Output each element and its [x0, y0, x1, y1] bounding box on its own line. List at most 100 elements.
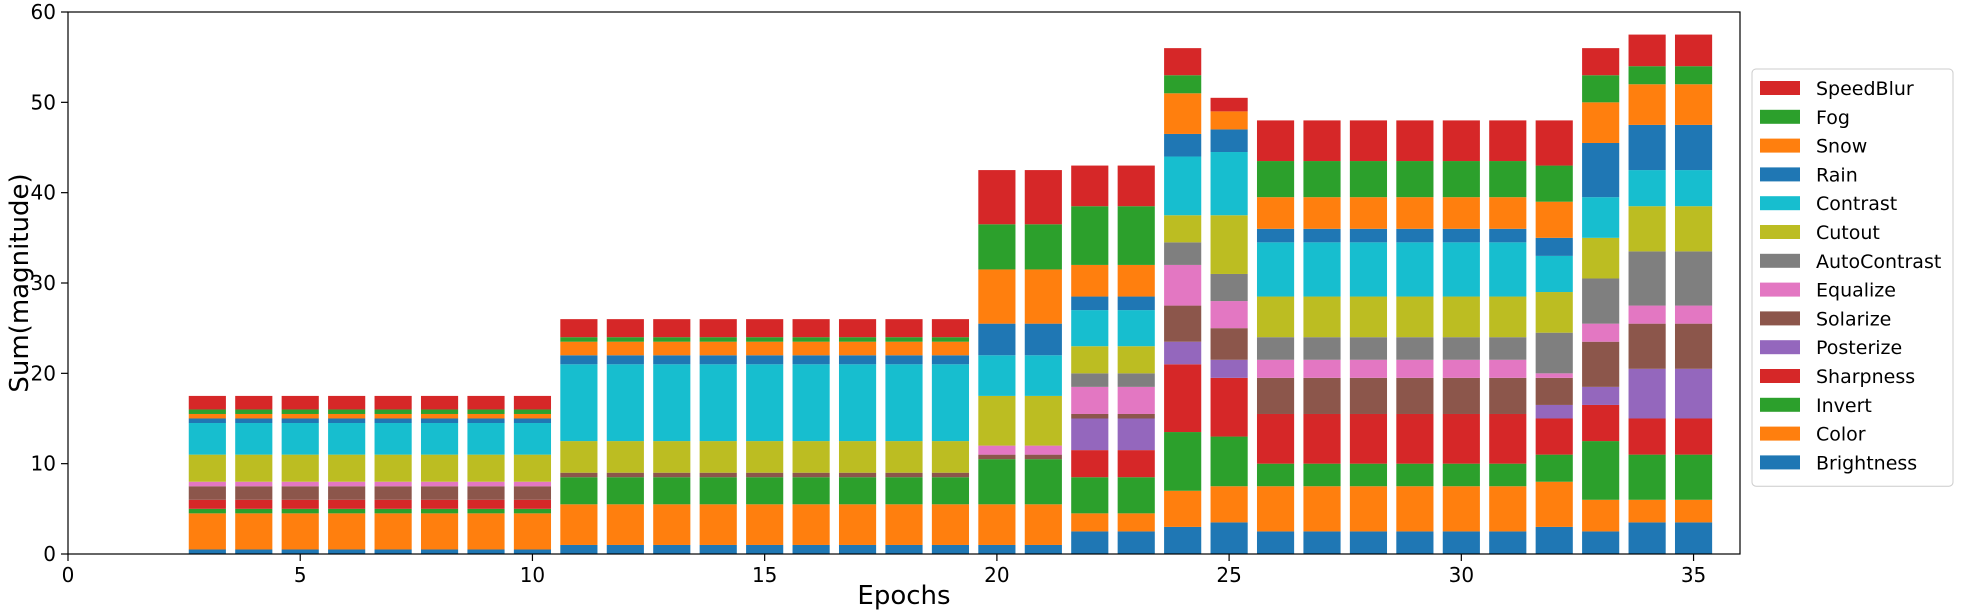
bar-segment-equalize-epoch-4	[235, 481, 273, 487]
bar-segment-invert-epoch-6	[328, 508, 366, 514]
bar-segment-invert-epoch-30	[1442, 463, 1480, 487]
bar-segment-brightness-epoch-29	[1396, 531, 1434, 554]
bar-segment-equalize-epoch-23	[1117, 386, 1155, 414]
legend-swatch-autocontrast	[1760, 253, 1800, 268]
bar-segment-sharpness-epoch-35	[1674, 418, 1713, 455]
bar-segment-contrast-epoch-7	[374, 423, 412, 455]
y-axis-title: Sum(magnitude)	[5, 173, 35, 392]
bar-segment-brightness-epoch-24	[1164, 526, 1202, 554]
bar-segment-sharpness-epoch-22	[1071, 450, 1109, 478]
bar-segment-solarize-epoch-24	[1164, 305, 1202, 342]
bar-segment-brightness-epoch-22	[1071, 531, 1109, 554]
bar-segment-invert-epoch-3	[188, 508, 226, 514]
bar-segment-autocontrast-epoch-28	[1349, 337, 1388, 360]
bar-segment-color-epoch-22	[1071, 513, 1109, 532]
bar-segment-posterize-epoch-22	[1071, 418, 1109, 451]
bar-segment-solarize-epoch-29	[1396, 377, 1434, 414]
bar-segment-brightness-epoch-25	[1210, 522, 1248, 554]
bar-segment-solarize-epoch-21	[1024, 454, 1062, 460]
bar-segment-contrast-epoch-21	[1024, 355, 1062, 396]
bar-segment-invert-epoch-32	[1535, 454, 1573, 482]
bar-segment-fog-epoch-15	[746, 337, 784, 342]
legend-swatch-cutout	[1760, 225, 1800, 239]
bar-segment-invert-epoch-28	[1349, 463, 1388, 487]
bar-segment-color-epoch-4	[235, 513, 273, 550]
bar-segment-cutout-epoch-22	[1071, 346, 1109, 374]
bar-segment-rain-epoch-35	[1674, 124, 1713, 171]
legend-label-autocontrast: AutoContrast	[1816, 251, 1941, 273]
bar-segment-fog-epoch-18	[885, 337, 923, 342]
legend-swatch-rain	[1760, 167, 1800, 182]
bar-segment-rain-epoch-25	[1210, 129, 1248, 153]
bar-segment-snow-epoch-30	[1442, 197, 1480, 229]
y-tick-label: 20	[31, 361, 56, 385]
bar-segment-cutout-epoch-4	[235, 454, 273, 482]
bar-segment-color-epoch-7	[374, 513, 412, 550]
bar-segment-contrast-epoch-13	[653, 364, 691, 442]
bar-segment-autocontrast-epoch-26	[1256, 337, 1295, 360]
bar-segment-solarize-epoch-32	[1535, 377, 1573, 405]
bar-segment-fog-epoch-6	[328, 409, 366, 414]
bar-segment-cutout-epoch-23	[1117, 346, 1155, 374]
bar-segment-snow-epoch-34	[1628, 84, 1666, 125]
bar-segment-snow-epoch-31	[1489, 197, 1527, 229]
bar-segment-cutout-epoch-24	[1164, 215, 1202, 243]
bar-segment-snow-epoch-15	[746, 341, 784, 356]
bar-segment-solarize-epoch-33	[1582, 341, 1620, 387]
bar-segment-autocontrast-epoch-22	[1071, 373, 1109, 387]
bar-segment-speedblur-epoch-19	[931, 319, 970, 338]
bar-segment-fog-epoch-7	[374, 409, 412, 414]
bar-segment-rain-epoch-6	[328, 418, 366, 424]
bar-segment-snow-epoch-4	[235, 413, 273, 419]
legend-label-posterize: Posterize	[1816, 337, 1902, 359]
bar-segment-equalize-epoch-20	[978, 445, 1016, 455]
legend-frame	[1751, 68, 1954, 487]
legend-swatch-fog	[1760, 109, 1800, 124]
bar-segment-invert-epoch-34	[1628, 454, 1666, 500]
bar-segment-brightness-epoch-34	[1628, 522, 1666, 554]
bar-segment-fog-epoch-11	[560, 337, 598, 342]
bar-segment-autocontrast-epoch-23	[1117, 373, 1155, 387]
bar-segment-solarize-epoch-16	[792, 472, 830, 478]
bar-segment-cutout-epoch-15	[746, 441, 784, 473]
bar-segment-rain-epoch-8	[420, 418, 459, 424]
bar-segment-contrast-epoch-19	[931, 364, 970, 442]
bar-segment-autocontrast-epoch-27	[1303, 337, 1341, 360]
bar-segment-speedblur-epoch-13	[653, 319, 691, 338]
legend-label-fog: Fog	[1816, 107, 1850, 129]
x-tick-label: 10	[520, 563, 545, 587]
bar-segment-sharpness-epoch-31	[1489, 413, 1527, 464]
bar-segment-cutout-epoch-33	[1582, 237, 1620, 279]
bar-segment-brightness-epoch-21	[1024, 544, 1062, 554]
bar-segment-invert-epoch-9	[467, 508, 505, 514]
bar-segment-brightness-epoch-8	[420, 549, 459, 554]
bar-segment-contrast-epoch-10	[513, 423, 552, 455]
bar-segment-brightness-epoch-28	[1349, 531, 1388, 554]
bar-segment-cutout-epoch-14	[699, 441, 737, 473]
legend-label-rain: Rain	[1816, 164, 1858, 186]
bar-segment-equalize-epoch-28	[1349, 359, 1388, 378]
bar-segment-snow-epoch-28	[1349, 197, 1388, 229]
bar-segment-autocontrast-epoch-25	[1210, 273, 1248, 302]
x-axis-ticks: 0 5 10 15 20 25 30 35	[62, 554, 1706, 587]
legend-swatch-color	[1760, 426, 1800, 441]
x-tick-label: 20	[984, 563, 1009, 587]
bar-segment-color-epoch-26	[1256, 486, 1295, 532]
bar-segment-fog-epoch-21	[1024, 224, 1062, 270]
bar-segment-cutout-epoch-19	[931, 441, 970, 473]
bar-segment-solarize-epoch-14	[699, 472, 737, 478]
bar-segment-fog-epoch-35	[1674, 66, 1713, 85]
bar-segment-cutout-epoch-18	[885, 441, 923, 473]
bar-segment-fog-epoch-20	[978, 224, 1016, 270]
bar-segment-invert-epoch-17	[838, 477, 877, 505]
bar-segment-rain-epoch-21	[1024, 323, 1062, 356]
bar-segment-autocontrast-epoch-34	[1628, 251, 1666, 306]
bar-segment-fog-epoch-3	[188, 409, 226, 414]
bar-segment-color-epoch-24	[1164, 490, 1202, 527]
bars-group	[188, 34, 1713, 554]
bar-segment-solarize-epoch-31	[1489, 377, 1527, 414]
bar-segment-rain-epoch-31	[1489, 228, 1527, 243]
bar-segment-contrast-epoch-27	[1303, 242, 1341, 297]
bar-segment-speedblur-epoch-26	[1256, 120, 1295, 162]
bar-segment-solarize-epoch-34	[1628, 323, 1666, 369]
